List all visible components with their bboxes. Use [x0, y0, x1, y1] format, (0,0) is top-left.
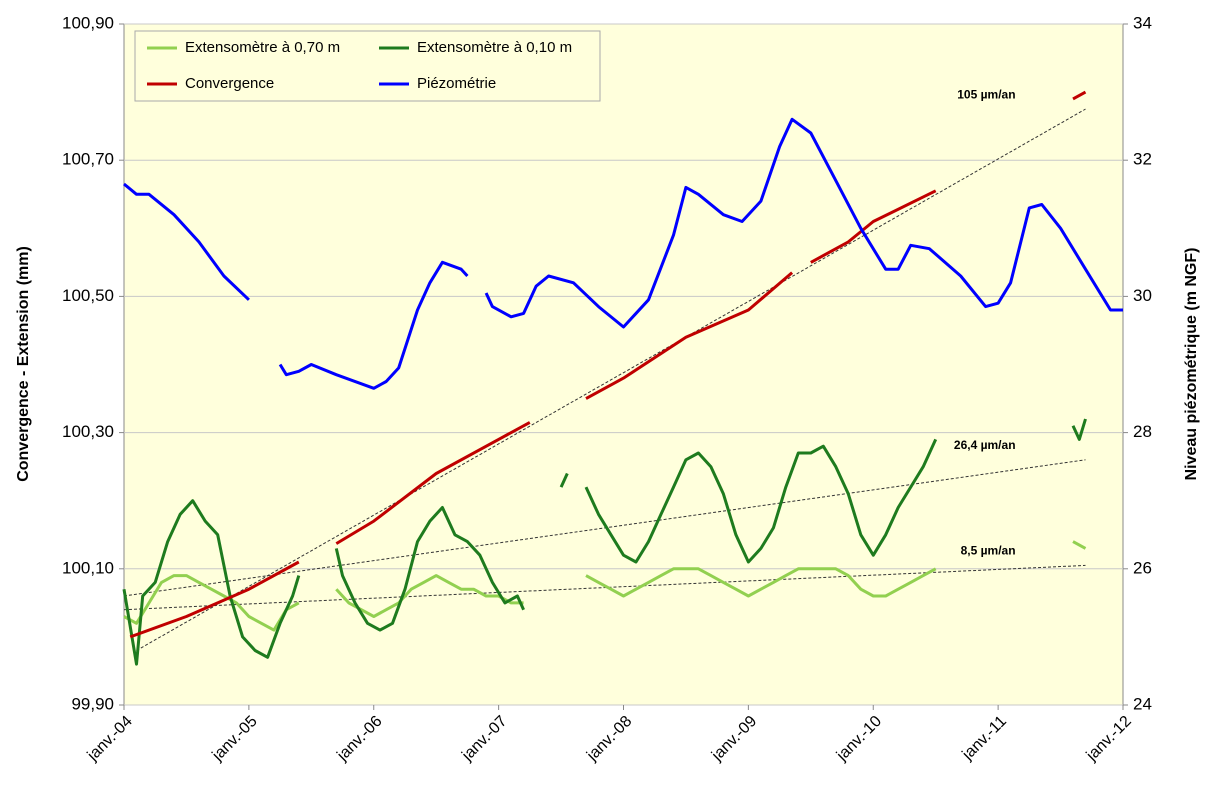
x-tick-label: janv.-04: [84, 713, 136, 765]
y2-tick-label: 24: [1133, 694, 1152, 713]
legend-label: Extensomètre à 0,70 m: [185, 39, 340, 56]
plot-area: [123, 23, 1124, 706]
y-axis-title: Convergence - Extension (mm): [15, 246, 32, 482]
trend-label: 8,5 µm/an: [961, 544, 1016, 558]
series-line: [123, 540, 1087, 632]
x-tick-label: janv.-11: [959, 713, 1010, 764]
trend-label: 26,4 µm/an: [954, 438, 1016, 452]
y-tick-label: 99,90: [71, 694, 114, 713]
series-line: [123, 117, 1123, 390]
x-tick-label: janv.-10: [833, 713, 885, 765]
x-tick-label: janv.-05: [209, 713, 261, 765]
legend: [134, 30, 601, 102]
y2-tick-label: 30: [1133, 286, 1152, 305]
x-tick-label: janv.-08: [583, 713, 635, 765]
x-tick-label: janv.-09: [708, 713, 760, 765]
trend-label: 105 µm/an: [957, 87, 1015, 101]
legend-label: Convergence: [185, 75, 274, 92]
trend-line: [136, 108, 1086, 651]
series-line: [129, 90, 1087, 639]
y2-tick-label: 34: [1133, 13, 1152, 32]
trend-line: [123, 459, 1086, 597]
y-tick-label: 100,10: [62, 558, 114, 577]
x-tick-label: janv.-06: [333, 713, 385, 765]
series-line: [122, 418, 1087, 666]
y-tick-label: 100,70: [62, 150, 114, 169]
legend-label: Piézométrie: [417, 75, 496, 92]
x-tick-label: janv.-07: [458, 713, 510, 765]
y2-tick-label: 28: [1133, 422, 1152, 441]
y2-tick-label: 26: [1133, 558, 1152, 577]
y-tick-label: 100,30: [62, 422, 114, 441]
y-tick-label: 100,50: [62, 286, 114, 305]
y2-axis-title: Niveau piézométrique (m NGF): [1183, 248, 1200, 481]
legend-label: Extensomètre à 0,10 m: [417, 39, 572, 56]
x-tick-label: janv.-12: [1083, 713, 1135, 765]
y-tick-label: 100,90: [62, 13, 114, 32]
y2-tick-label: 32: [1133, 150, 1152, 169]
